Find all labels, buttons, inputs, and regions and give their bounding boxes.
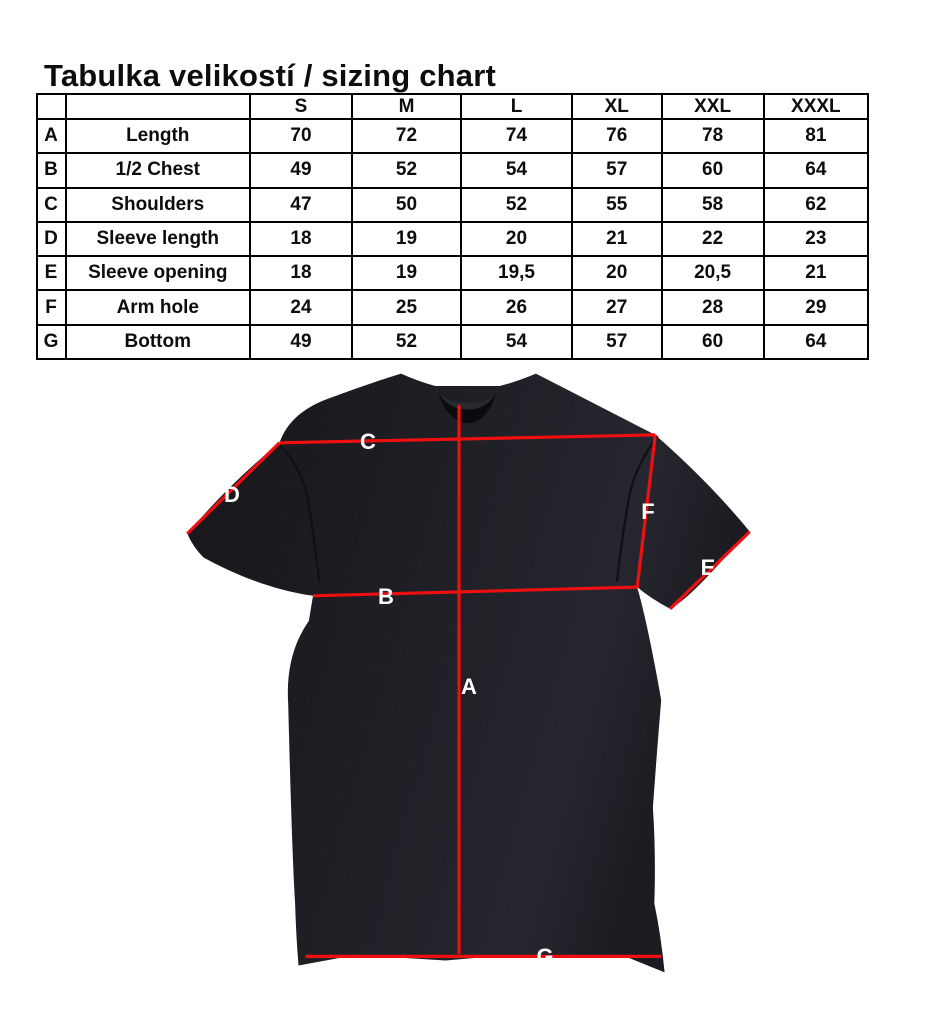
svg-text:F: F bbox=[641, 499, 654, 524]
svg-text:B: B bbox=[378, 584, 394, 609]
svg-text:E: E bbox=[701, 555, 716, 580]
svg-text:G: G bbox=[536, 944, 553, 969]
svg-text:C: C bbox=[360, 429, 376, 454]
svg-text:D: D bbox=[224, 482, 240, 507]
svg-text:A: A bbox=[461, 674, 477, 699]
